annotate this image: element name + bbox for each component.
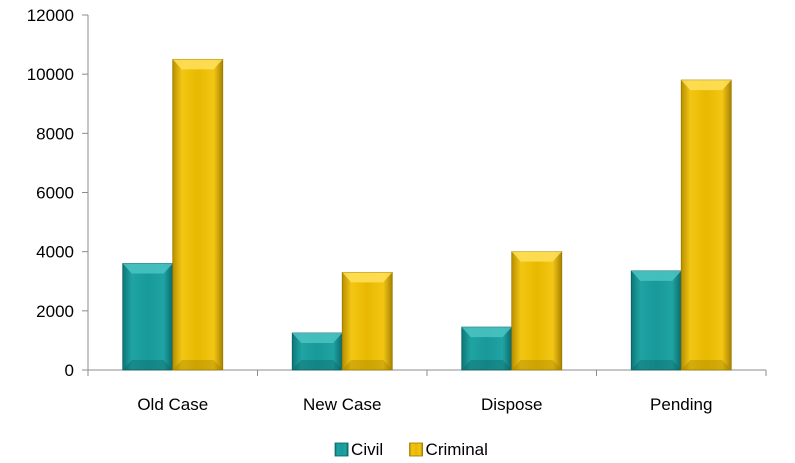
bar-bevel-top [342, 272, 393, 283]
legend-swatch [409, 442, 423, 457]
y-tick-label: 6000 [36, 184, 74, 203]
bar-criminal-old-case [172, 58, 224, 371]
y-tick-label: 4000 [36, 243, 74, 262]
y-tick-label: 2000 [36, 302, 74, 321]
bar-bevel-bottom [172, 360, 223, 370]
legend: Civil Criminal [334, 440, 488, 459]
bar-body [511, 251, 563, 371]
bar-civil-dispose [461, 326, 513, 371]
bar-body [172, 58, 224, 371]
bar-criminal-new-case [341, 271, 393, 371]
bar-bevel-bottom [342, 360, 393, 370]
bar-body [122, 263, 174, 371]
bar-bevel-top [172, 59, 223, 70]
legend-label: Criminal [426, 440, 488, 459]
y-tick-label: 12000 [27, 6, 74, 25]
bar-civil-pending [630, 270, 682, 371]
bar-criminal-dispose [511, 251, 563, 371]
bar-bevel-bottom [122, 360, 173, 370]
bar-body [630, 270, 682, 371]
legend-item-civil: Civil [334, 440, 383, 459]
bar-bevel-top [461, 327, 512, 338]
bar-bevel-top [631, 270, 682, 281]
bar-bevel-bottom [292, 360, 343, 370]
y-tick-label: 10000 [27, 65, 74, 84]
bar-bevel-top [292, 333, 343, 344]
bar-body [341, 271, 393, 371]
bar-bevel-bottom [511, 360, 562, 370]
bars-layer [122, 58, 732, 371]
bar-criminal-pending [680, 79, 732, 371]
legend-swatch [334, 442, 349, 457]
category-label: Pending [650, 395, 712, 414]
bar-bevel-top [511, 251, 562, 262]
category-label: Dispose [481, 395, 542, 414]
y-tick-label: 0 [65, 361, 74, 380]
y-tick-label: 8000 [36, 124, 74, 143]
bar-bevel-top [122, 263, 173, 274]
bar-bevel-bottom [461, 360, 512, 370]
labels-layer: 0 2000 4000 6000 8000 10000 12000 Old Case New C… [27, 6, 713, 414]
category-label: New Case [303, 395, 381, 414]
bar-body [680, 79, 732, 371]
category-label: Old Case [137, 395, 208, 414]
bar-bevel-bottom [681, 360, 732, 370]
bar-bevel-bottom [631, 360, 682, 370]
legend-item-criminal: Criminal [409, 440, 488, 459]
bar-bevel-top [681, 80, 732, 91]
legend-label: Civil [351, 440, 383, 459]
bar-civil-old-case [122, 263, 174, 371]
bar-civil-new-case [291, 332, 343, 371]
